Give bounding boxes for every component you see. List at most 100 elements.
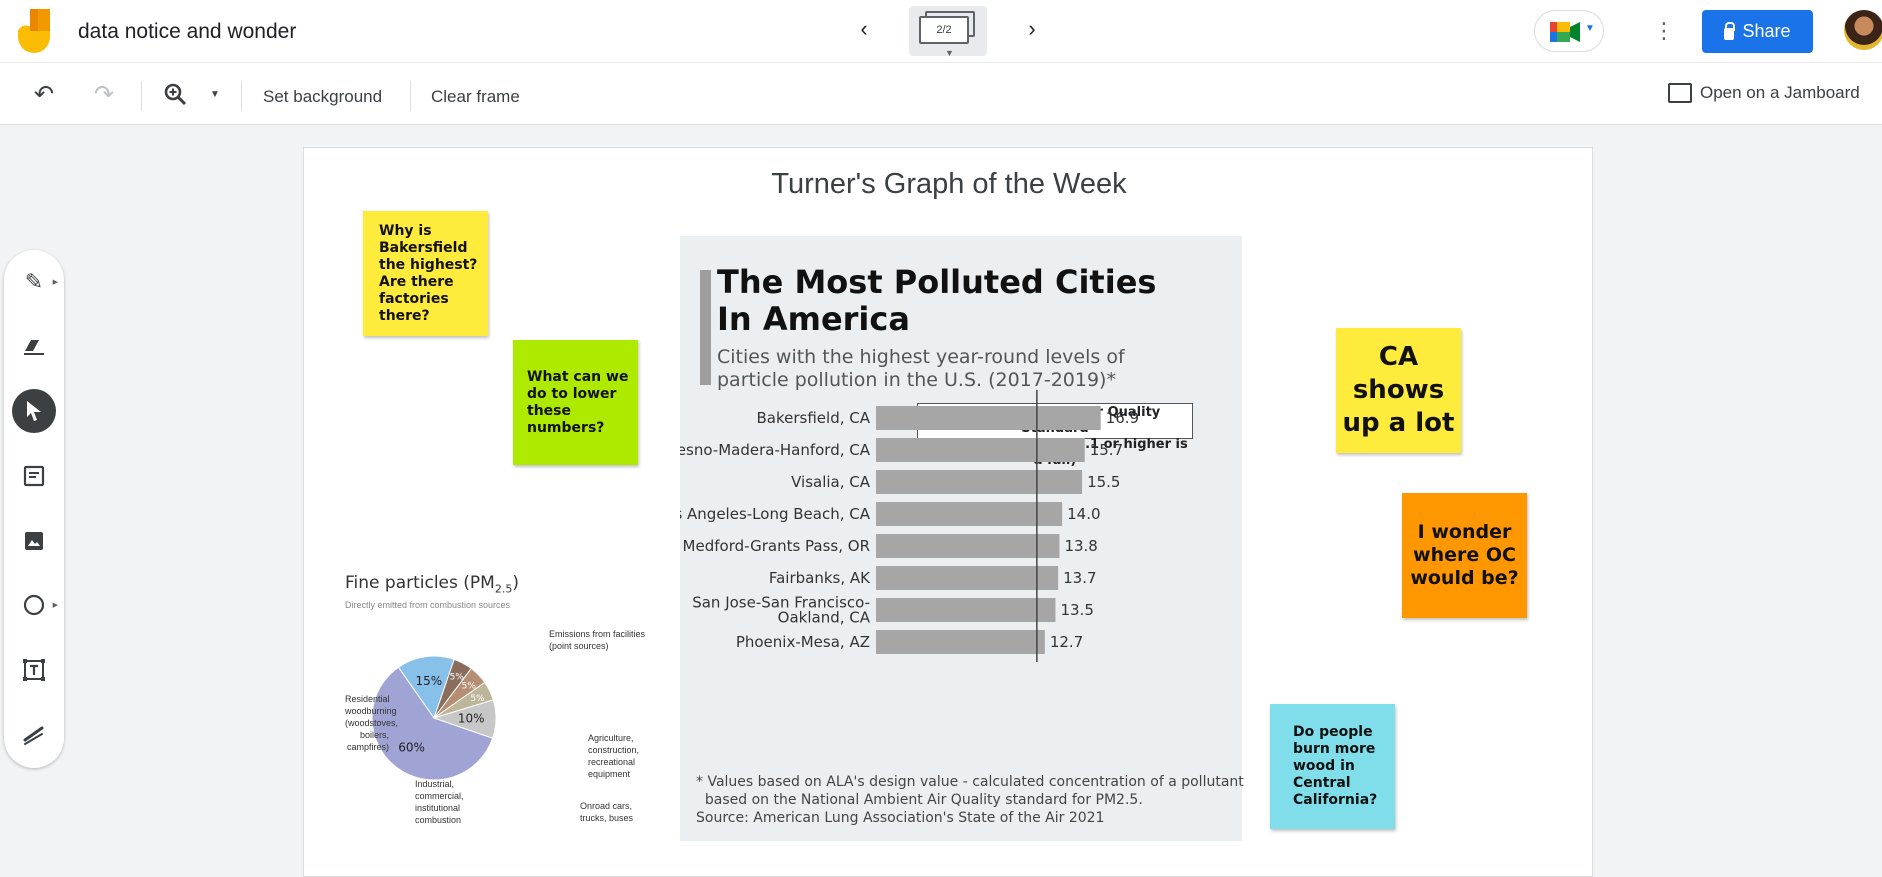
canvas-title[interactable]: Turner's Graph of the Week: [771, 168, 1127, 200]
pie-label-line: combustion: [415, 815, 462, 825]
bar: [876, 534, 1060, 558]
frame-bar-button[interactable]: 2/2 ▼: [909, 6, 987, 58]
bar-category-label: Bakersfield, CA: [757, 409, 871, 427]
chevron-left-icon[interactable]: ‹: [860, 16, 868, 41]
open-on-jamboard-button[interactable]: Open on a Jamboard: [1668, 83, 1860, 103]
sticky-note[interactable]: CA shows up a lot: [1336, 328, 1461, 453]
meet-button[interactable]: ▼: [1534, 10, 1604, 52]
more-vert-icon[interactable]: ⋮: [1653, 18, 1675, 43]
infographic-footnote: * Values based on ALA's design value - c…: [696, 773, 1244, 827]
footnote-line: * Values based on ALA's design value - c…: [696, 774, 1244, 790]
sticky-note-line: wood in: [1293, 758, 1355, 774]
open-on-jamboard-label: Open on a Jamboard: [1700, 83, 1860, 102]
pen-icon[interactable]: ✎ ▶: [24, 269, 58, 294]
bar-value-label: 13.5: [1060, 601, 1093, 619]
pie-label-residential: Residential woodburning (woodstoves, boi…: [345, 693, 398, 753]
caret-down-icon: ▼: [1585, 23, 1595, 34]
pie-title-end: ): [512, 573, 519, 593]
chevron-right-icon[interactable]: ›: [1028, 16, 1036, 41]
pie-label-line: (point sources): [549, 641, 609, 651]
pie-label-agriculture: Agriculture, construction, recreational …: [588, 732, 639, 780]
laser-icon[interactable]: [12, 713, 56, 757]
pie-title-text: Fine particles (PM: [345, 573, 495, 593]
jamboard-logo-icon[interactable]: [18, 9, 50, 55]
sticky-note-line: burn more: [1293, 741, 1376, 757]
sticky-note-line: shows: [1352, 375, 1445, 405]
pie-label-line: recreational: [588, 757, 636, 767]
google-meet-icon: [1550, 22, 1580, 42]
bar-value-label: 15.5: [1087, 473, 1120, 491]
bar-value-label: 13.8: [1064, 537, 1097, 555]
footnote-line: based on the National Ambient Air Qualit…: [696, 792, 1143, 808]
avatar[interactable]: [1844, 10, 1882, 50]
title-accent-bar: [700, 270, 711, 385]
share-button[interactable]: Share: [1702, 10, 1813, 53]
zoom-in-icon[interactable]: [162, 81, 190, 109]
sticky-note-line: CA: [1378, 342, 1419, 372]
top-bar: data notice and wonder ‹ 2/2 ▼ › ▼ ⋮ Sha…: [0, 0, 1882, 62]
redo-icon[interactable]: ↷: [93, 81, 115, 108]
sticky-note-line: do to lower: [527, 385, 617, 402]
infographic-title-line: The Most Polluted Cities: [717, 263, 1157, 301]
pie-slice-label: 15%: [415, 674, 442, 688]
bar: [876, 470, 1083, 494]
infographic-title: The Most Polluted Cities In America: [717, 264, 1156, 338]
bar: [876, 406, 1101, 430]
pie-label-line: construction,: [588, 745, 640, 755]
bar-category-label: Fresno-Madera-Hanford, CA: [680, 441, 871, 459]
sticky-note-icon[interactable]: [12, 454, 56, 498]
polluted-cities-infographic[interactable]: The Most Polluted Cities In America Citi…: [680, 236, 1244, 841]
pie-label-line: Residential: [345, 694, 390, 704]
submenu-arrow-icon: ▶: [52, 279, 58, 286]
bar-category-label: Fairbanks, AK: [769, 569, 871, 587]
sticky-note-line: where OC: [1413, 544, 1516, 566]
bar: [876, 598, 1056, 622]
pie-slice-label: 5%: [470, 694, 485, 704]
text-box-icon[interactable]: [12, 648, 56, 692]
infographic-subtitle-line: particle pollution in the U.S. (2017-201…: [717, 369, 1116, 391]
bar-category-label: Los Angeles-Long Beach, CA: [680, 505, 871, 523]
toolbar-divider: [141, 81, 142, 111]
pie-label-industrial: Industrial, commercial, institutional co…: [415, 778, 464, 826]
sticky-note-line: Why is: [379, 222, 432, 239]
bar-chart: Bakersfield, CA 16.9 Fresno-Madera-Hanford…: [680, 390, 1139, 662]
toolbar-divider: [410, 81, 411, 111]
jam-canvas[interactable]: Turner's Graph of the Week Why is Bakers…: [303, 147, 1593, 877]
select-icon[interactable]: [12, 389, 56, 433]
pie-label-line: commercial,: [415, 791, 464, 801]
pie-slice: [432, 699, 497, 739]
pie-label-line: campfires): [346, 742, 389, 752]
share-label: Share: [1742, 21, 1791, 41]
pie-label-line: Industrial,: [415, 779, 455, 789]
tool-rail: ✎ ▶ ▶: [4, 250, 64, 768]
source-line: Source: American Lung Association's Stat…: [696, 810, 1105, 826]
sticky-note[interactable]: I wonder where OC would be?: [1402, 493, 1527, 618]
pie-slice-label: 60%: [398, 741, 425, 755]
sticky-note[interactable]: Why is Bakersfield the highest? Are ther…: [363, 211, 488, 336]
bar-value-label: 14.0: [1067, 505, 1100, 523]
bar-value-label: 12.7: [1050, 633, 1083, 651]
sticky-note[interactable]: What can we do to lower these numbers?: [513, 340, 638, 465]
image-icon[interactable]: [12, 519, 56, 563]
shape-icon[interactable]: ▶: [12, 583, 58, 627]
clear-frame-button[interactable]: Clear frame: [431, 87, 520, 106]
sticky-note[interactable]: Do people burn more wood in Central Cali…: [1270, 704, 1395, 829]
undo-icon[interactable]: ↶: [33, 81, 55, 108]
document-title[interactable]: data notice and wonder: [78, 20, 297, 43]
toolbar-divider: [241, 81, 242, 111]
zoom-caret-icon[interactable]: ▼: [210, 89, 220, 100]
pie-label-line: trucks, buses: [580, 813, 634, 823]
sticky-note-line: the highest?: [379, 256, 478, 273]
sticky-note-line: California?: [1293, 792, 1378, 808]
bar-value-label: 13.7: [1063, 569, 1096, 587]
infographic-subtitle-line: Cities with the highest year-round level…: [717, 346, 1125, 368]
bar: [876, 630, 1045, 654]
bar-category-label: San Jose-San Francisco-: [692, 594, 870, 612]
sticky-note-line: factories: [379, 290, 449, 307]
set-background-button[interactable]: Set background: [263, 87, 383, 106]
sticky-note-line: What can we: [527, 368, 629, 385]
sticky-note-line: up a lot: [1342, 408, 1455, 438]
eraser-icon[interactable]: [12, 325, 56, 369]
bar-value-label: 16.9: [1106, 409, 1139, 427]
infographic-subtitle: Cities with the highest year-round level…: [717, 346, 1125, 392]
